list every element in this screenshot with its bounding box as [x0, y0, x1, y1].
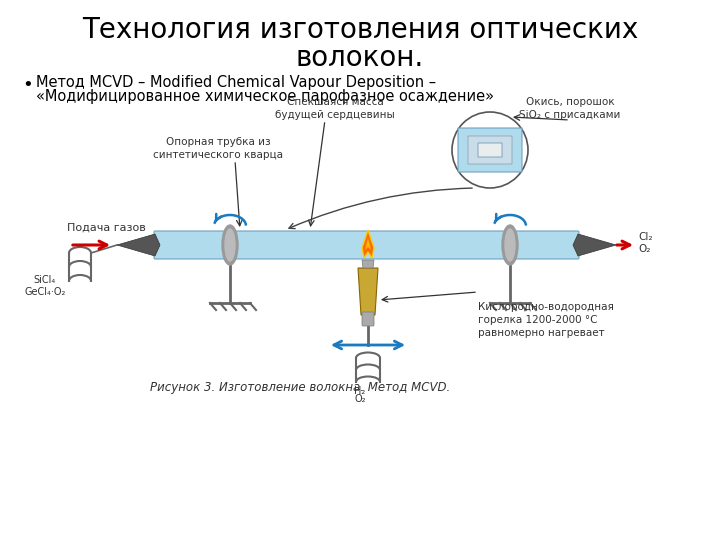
Text: Cl₂
O₂: Cl₂ O₂ [638, 232, 652, 254]
Text: Подача газов: Подача газов [67, 223, 145, 233]
Text: Спекшаяся масса
будущей сердцевины: Спекшаяся масса будущей сердцевины [275, 97, 395, 120]
Polygon shape [362, 230, 374, 258]
Polygon shape [117, 234, 160, 256]
Text: волокон.: волокон. [296, 44, 424, 72]
Text: Окись, порошок
SiO₂ с присадками: Окись, порошок SiO₂ с присадками [519, 97, 621, 120]
Text: H₂: H₂ [354, 386, 366, 396]
Ellipse shape [222, 225, 238, 265]
Ellipse shape [502, 225, 518, 265]
Text: Кислородно-водородная
горелка 1200-2000 °С
равномерно нагревает: Кислородно-водородная горелка 1200-2000 … [478, 302, 614, 338]
Text: Рисунок 3. Изготовление волокна. Метод MCVD.: Рисунок 3. Изготовление волокна. Метод M… [150, 381, 450, 394]
Text: Метод MCVD – Modified Chemical Vapour Deposition –: Метод MCVD – Modified Chemical Vapour De… [36, 75, 436, 90]
Text: Технология изготовления оптических: Технология изготовления оптических [82, 16, 638, 44]
FancyBboxPatch shape [468, 136, 512, 164]
Polygon shape [362, 260, 374, 268]
FancyBboxPatch shape [154, 231, 579, 259]
Text: SiCl₄
GeCl₄·O₂: SiCl₄ GeCl₄·O₂ [24, 275, 66, 296]
Text: «Модифицированное химическое парофазное осаждение»: «Модифицированное химическое парофазное … [36, 90, 494, 105]
FancyBboxPatch shape [458, 128, 522, 172]
Text: Опорная трубка из
синтетического кварца: Опорная трубка из синтетического кварца [153, 137, 283, 160]
Polygon shape [358, 268, 378, 315]
FancyBboxPatch shape [362, 312, 374, 326]
Text: •: • [22, 76, 32, 94]
Polygon shape [365, 238, 371, 250]
Ellipse shape [225, 229, 235, 261]
FancyBboxPatch shape [478, 143, 502, 157]
Text: O₂: O₂ [354, 394, 366, 404]
Ellipse shape [505, 229, 515, 261]
Polygon shape [573, 234, 616, 256]
